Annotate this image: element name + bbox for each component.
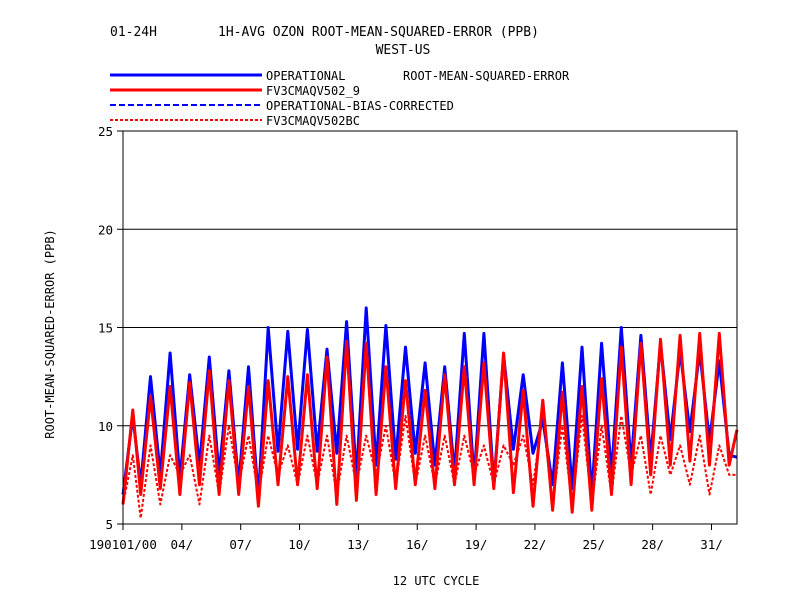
- y-tick-label-20: 20: [98, 222, 113, 237]
- x-tick-label-16: 16/: [406, 537, 429, 552]
- y-tick-label-5: 5: [105, 517, 113, 532]
- x-tick-label-1: 190101/00: [89, 537, 157, 552]
- x-tick-label-19: 19/: [465, 537, 488, 552]
- series-layer: [121, 306, 739, 520]
- legend-label-fv3cmaqv502bc: FV3CMAQV502BC: [266, 114, 360, 128]
- y-axis-title: ROOT-MEAN-SQUARED-ERROR (PPB): [43, 229, 57, 439]
- y-tick-label-10: 10: [98, 419, 113, 434]
- x-tick-label-22: 22/: [524, 537, 547, 552]
- legend-stat-label: ROOT-MEAN-SQUARED-ERROR: [403, 69, 570, 83]
- series-line-fv3cmaqv502-9: [121, 331, 739, 514]
- chart-subtitle: WEST-US: [376, 43, 431, 58]
- y-tick-label-25: 25: [98, 124, 113, 139]
- x-tick-label-28: 28/: [641, 537, 664, 552]
- chart-title: 1H-AVG OZON ROOT-MEAN-SQUARED-ERROR (PPB…: [218, 25, 539, 40]
- legend-label-fv3cmaqv502-9: FV3CMAQV502_9: [266, 84, 360, 98]
- y-axis-ticks: 5 10 15 20 25: [98, 124, 123, 532]
- x-axis-title: 12 UTC CYCLE: [393, 574, 480, 588]
- y-tick-label-15: 15: [98, 321, 113, 336]
- x-tick-label-4: 04/: [171, 537, 194, 552]
- chart-title-left: 01-24H: [110, 25, 157, 40]
- x-axis-ticks: 190101/00 04/07/10/13/16/19/22/25/28/31/: [89, 524, 723, 552]
- legend: OPERATIONAL ROOT-MEAN-SQUARED-ERROR FV3C…: [110, 69, 570, 128]
- legend-label-operational-bias-corrected: OPERATIONAL-BIAS-CORRECTED: [266, 99, 454, 113]
- x-tick-label-25: 25/: [583, 537, 606, 552]
- series-line-fv3cmaqv502bc: [122, 414, 737, 520]
- legend-label-operational: OPERATIONAL: [266, 69, 345, 83]
- x-tick-label-10: 10/: [288, 537, 311, 552]
- x-tick-label-13: 13/: [347, 537, 370, 552]
- x-tick-label-31: 31/: [700, 537, 723, 552]
- x-tick-label-7: 07/: [229, 537, 252, 552]
